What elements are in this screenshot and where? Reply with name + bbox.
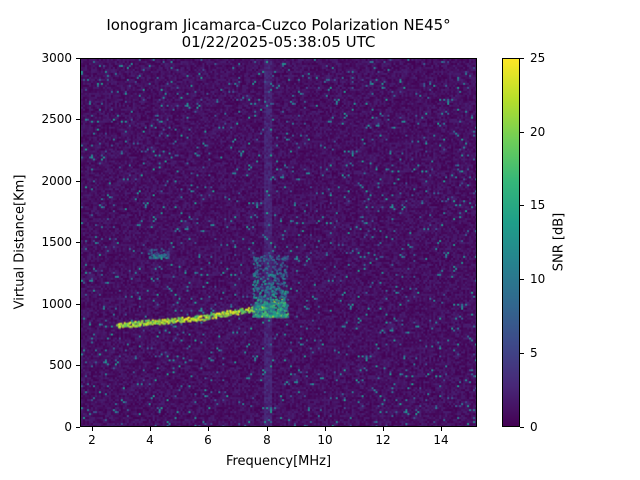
y-tick — [76, 119, 80, 120]
y-tick — [76, 365, 80, 366]
chart-title: Ionogram Jicamarca-Cuzco Polarization NE… — [80, 17, 477, 51]
colorbar-tick — [520, 353, 524, 354]
x-tick — [267, 427, 268, 431]
y-tick-label: 500 — [49, 358, 72, 372]
colorbar-tick-label: 15 — [530, 198, 546, 212]
ionogram-heatmap — [80, 58, 477, 427]
colorbar — [502, 58, 520, 427]
y-tick — [76, 304, 80, 305]
x-tick — [383, 427, 384, 431]
y-tick-label: 2500 — [41, 112, 72, 126]
x-tick-label: 12 — [375, 433, 391, 447]
colorbar-label: SNR [dB] — [551, 212, 567, 272]
colorbar-tick — [520, 205, 524, 206]
x-tick — [441, 427, 442, 431]
colorbar-tick-label: 10 — [530, 272, 546, 286]
y-tick-label: 1500 — [41, 235, 72, 249]
colorbar-tick-label: 0 — [530, 420, 538, 434]
y-tick-label: 0 — [64, 420, 72, 434]
x-tick-label: 4 — [146, 433, 154, 447]
y-tick — [76, 58, 80, 59]
y-tick-label: 1000 — [41, 297, 72, 311]
chart-title-line2: 01/22/2025-05:38:05 UTC — [181, 33, 376, 51]
y-tick-label: 3000 — [41, 51, 72, 65]
colorbar-tick — [520, 58, 524, 59]
x-axis-label: Frequency[MHz] — [225, 454, 332, 469]
x-tick-label: 8 — [263, 433, 271, 447]
heatmap-canvas — [81, 59, 476, 426]
colorbar-tick-label: 25 — [530, 51, 546, 65]
x-tick — [150, 427, 151, 431]
x-tick — [208, 427, 209, 431]
x-tick-label: 2 — [88, 433, 96, 447]
chart-title-line1: Ionogram Jicamarca-Cuzco Polarization NE… — [106, 16, 451, 34]
x-tick-label: 10 — [317, 433, 333, 447]
colorbar-tick — [520, 427, 524, 428]
colorbar-tick-label: 5 — [530, 346, 538, 360]
y-tick — [76, 242, 80, 243]
y-tick — [76, 181, 80, 182]
y-tick-label: 2000 — [41, 174, 72, 188]
x-tick-label: 6 — [204, 433, 212, 447]
x-tick-label: 14 — [433, 433, 449, 447]
y-tick — [76, 427, 80, 428]
y-axis-label: Virtual Distance[Km] — [12, 174, 28, 310]
x-tick — [325, 427, 326, 431]
colorbar-tick-label: 20 — [530, 125, 546, 139]
colorbar-tick — [520, 132, 524, 133]
x-tick — [92, 427, 93, 431]
colorbar-tick — [520, 279, 524, 280]
